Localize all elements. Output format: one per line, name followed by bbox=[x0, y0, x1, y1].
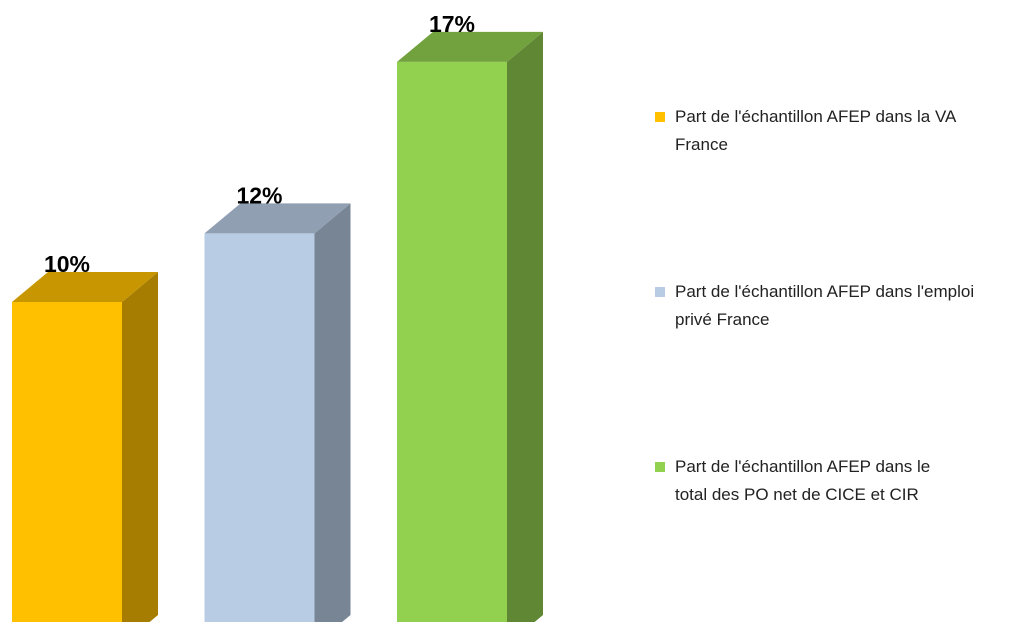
legend-item: Part de l'échantillon AFEP dans le total… bbox=[655, 453, 965, 509]
legend: Part de l'échantillon AFEP dans la VA Fr… bbox=[655, 0, 1035, 622]
value-label: 10% bbox=[44, 251, 90, 277]
legend-swatch bbox=[655, 112, 665, 122]
legend-swatch bbox=[655, 462, 665, 472]
value-label: 17% bbox=[429, 11, 475, 37]
legend-item: Part de l'échantillon AFEP dans la VA Fr… bbox=[655, 103, 990, 159]
bar-side bbox=[314, 203, 351, 622]
bar-top bbox=[397, 31, 543, 62]
legend-label: Part de l'échantillon AFEP dans le total… bbox=[675, 457, 931, 504]
value-label: 12% bbox=[236, 182, 282, 208]
legend-swatch bbox=[655, 287, 665, 297]
bar bbox=[204, 233, 315, 622]
bar-top bbox=[204, 203, 351, 234]
plot: 10% 12% 17% bbox=[12, 11, 543, 622]
bar-top bbox=[12, 272, 158, 302]
legend-label: Part de l'échantillon AFEP dans la VA Fr… bbox=[675, 107, 956, 154]
legend-item: Part de l'échantillon AFEP dans l'emploi… bbox=[655, 278, 990, 334]
bar bbox=[12, 302, 122, 622]
bar-side bbox=[122, 272, 158, 622]
bar bbox=[397, 61, 507, 622]
legend-label: Part de l'échantillon AFEP dans l'emploi… bbox=[675, 282, 975, 329]
bar-side bbox=[507, 31, 543, 622]
